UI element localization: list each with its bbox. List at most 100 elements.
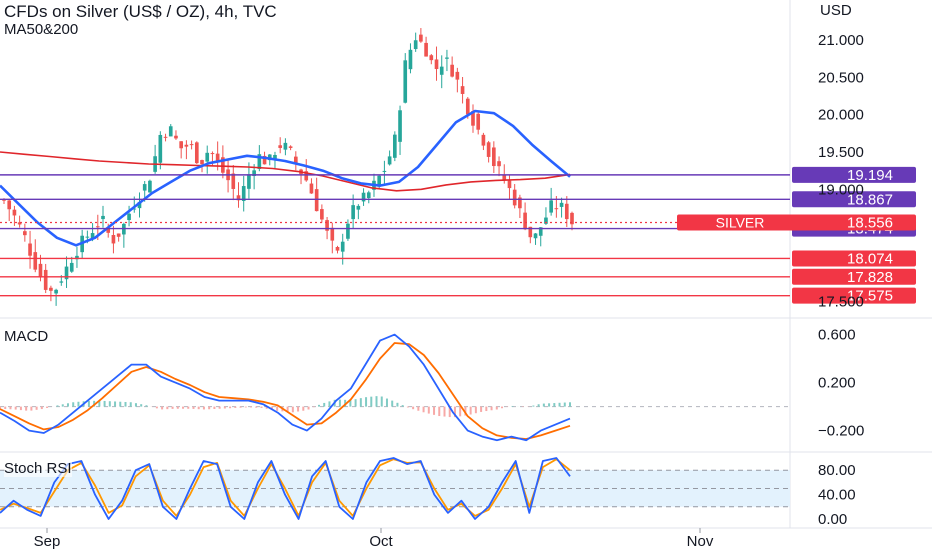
level-label: 18.074 [847,250,893,267]
candle-body [252,170,256,177]
candle-body [7,200,12,210]
price-panel: 19.19418.86718.47418.07417.82817.575SILV… [0,28,916,306]
currency-label: USD [820,2,852,19]
candle-body [90,233,95,240]
candle-body [502,174,507,181]
candle-body [106,228,111,233]
candle-body [366,192,371,199]
candle-body [12,209,17,216]
stoch-rsi-k-line [0,457,571,520]
macd-tick-label: −0.200 [818,423,864,440]
candle-body [507,180,512,189]
candle-body [101,215,105,220]
candle-body [523,212,527,230]
candle-body [69,262,74,272]
candle-body [116,233,121,237]
candle-body [486,142,491,157]
axes: 21.000 20.500 20.000 19.500 19.000 17.500 0.60… [34,32,865,550]
candle-body [38,263,43,278]
macd-tick-label: 0.600 [818,327,856,344]
macd-panel [0,333,790,442]
candle-body [544,217,548,224]
candle-body [429,55,434,61]
stoch-rsi-tick-label: 0.00 [818,511,847,528]
candle-body [49,287,53,291]
candle-body [346,223,350,239]
candle-body [518,197,522,209]
candle-body [320,209,324,220]
candle-body [241,186,246,201]
candle-body [163,136,168,138]
candle-body [471,111,475,126]
candle-body [481,134,486,146]
time-tick-label: Nov [687,533,714,550]
stoch-rsi-tick-label: 40.00 [818,487,856,504]
stoch-rsi-tick-label: 80.00 [818,462,856,479]
candle-body [59,281,64,283]
candle-body [33,252,38,270]
price-tick-label: 19.000 [818,181,864,198]
candle-body [205,152,210,162]
candle-body [492,147,496,167]
candle-body [43,269,48,290]
candle-body [200,160,204,165]
last-price-label: 18.556 [847,214,893,231]
candle-body [64,266,69,280]
candle-body [393,134,397,158]
candle-body [325,220,329,231]
candle-body [54,289,58,294]
candle-body [174,135,178,139]
stoch-rsi-panel [0,457,790,520]
macd-signal-line [0,342,571,440]
candle-body [28,243,32,256]
candle-body [377,175,382,187]
candle-body [262,155,267,165]
candle-body [351,205,355,220]
candle-body [215,153,220,162]
level-tag [792,268,916,285]
candle-body [210,153,215,155]
candle-body [445,57,449,59]
candle-body [137,201,142,209]
candle-body [408,49,413,70]
candle-body [85,236,90,238]
candle-body [75,255,79,260]
candle-body [179,141,183,149]
level-tag [792,287,916,304]
price-tick-label: 20.500 [818,69,864,86]
candle-body [533,233,538,239]
candle-body [142,184,147,191]
candle-body [184,144,189,147]
candle-body [476,113,481,130]
time-tick-label: Oct [369,533,393,550]
candle-body [158,134,163,163]
time-tick-label: Sep [34,533,61,550]
level-tag [792,250,916,267]
stoch-rsi-d-line [0,458,571,517]
candle-body [2,199,6,201]
macd-line [0,333,571,442]
candle-body [293,156,298,164]
candle-body [221,157,225,173]
candle-body [168,126,173,137]
candle-body [419,34,423,42]
candle-body [283,142,288,150]
candle-body [23,231,27,236]
candle-body [554,208,559,210]
candle-body [273,154,277,159]
candle-body [538,227,543,236]
candle-body [288,146,293,148]
candle-body [314,189,319,212]
candle-body [570,212,574,225]
candle-body [278,145,283,148]
candle-body [148,180,152,193]
ma200-line [0,151,571,192]
candle-body [247,174,251,189]
level-label: 17.575 [847,288,893,305]
candle-body [335,247,340,251]
candle-body [356,205,361,210]
stoch-rsi-title: Stoch RSI [4,460,72,477]
candle-body [439,66,444,75]
candle-body [361,192,366,202]
